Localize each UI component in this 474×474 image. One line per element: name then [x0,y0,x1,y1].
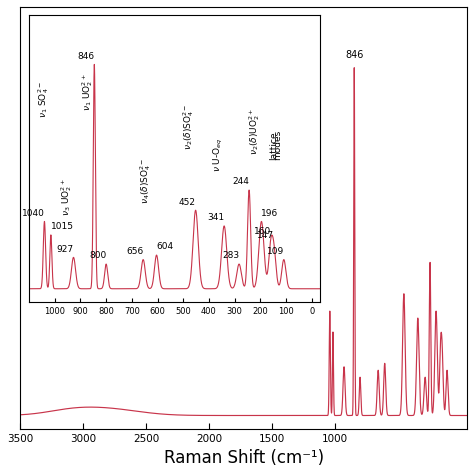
Text: 846: 846 [345,50,364,60]
X-axis label: Raman Shift (cm⁻¹): Raman Shift (cm⁻¹) [164,449,324,467]
